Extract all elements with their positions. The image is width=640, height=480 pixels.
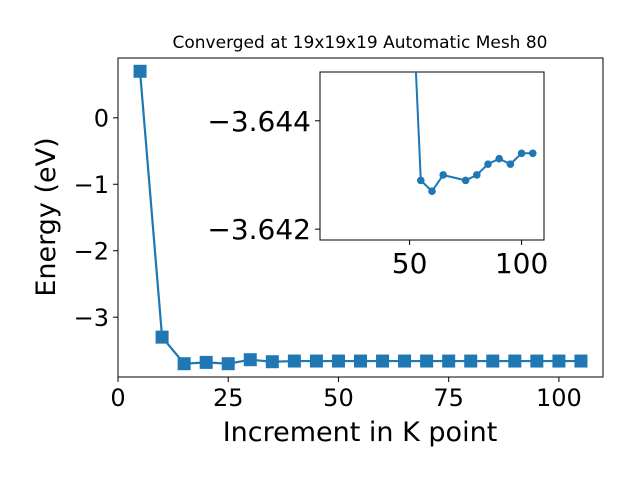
- x-axis-label: Increment in K point: [223, 417, 498, 448]
- main-y-tick-label: −2: [74, 237, 109, 265]
- main-data-point: [486, 354, 500, 368]
- main-data-point: [442, 354, 456, 368]
- chart-title: Converged at 19x19x19 Automatic Mesh 80: [173, 33, 548, 53]
- inset-data-point: [506, 160, 515, 168]
- main-x-tick-label: 100: [536, 384, 582, 412]
- inset-data-point: [495, 154, 504, 163]
- inset-data-point: [484, 160, 492, 168]
- main-data-point: [155, 330, 169, 344]
- main-data-point: [199, 355, 213, 369]
- inset-y-tick-label: −3.642: [207, 213, 311, 246]
- inset-y-tick-label: −3.644: [207, 105, 311, 138]
- main-data-point: [177, 357, 191, 371]
- inset-data-point: [417, 176, 425, 185]
- main-x-tick-label: 25: [213, 384, 244, 412]
- inset-data-point: [517, 149, 526, 158]
- main-x-tick-label: 0: [110, 384, 125, 412]
- inset-frame: [319, 71, 545, 241]
- inset-x-tick-label: 50: [392, 247, 428, 280]
- inset-data-point: [473, 171, 481, 179]
- main-data-point: [574, 354, 588, 368]
- main-data-point: [221, 357, 235, 371]
- main-data-point: [243, 353, 257, 367]
- main-y-tick-label: −1: [74, 171, 109, 199]
- inset-data-point: [529, 149, 537, 158]
- main-x-tick-label: 50: [323, 384, 354, 412]
- main-data-point: [464, 354, 478, 368]
- main-data-point: [398, 354, 412, 368]
- inset-x-tick-label: 100: [495, 247, 548, 280]
- main-y-tick-label: −3: [74, 304, 109, 332]
- main-x-tick-label: 75: [433, 384, 464, 412]
- main-data-point: [309, 354, 323, 368]
- inset-data-point: [439, 171, 448, 179]
- main-data-point: [530, 354, 544, 368]
- main-data-point: [331, 354, 345, 368]
- main-data-point: [376, 354, 390, 368]
- inset-plot: 50 100 −3.644 −3.642: [207, 71, 548, 280]
- main-data-point: [552, 354, 566, 368]
- main-data-point: [265, 355, 279, 369]
- main-data-point: [508, 354, 522, 368]
- main-data-point: [420, 354, 434, 368]
- main-data-point: [354, 354, 367, 368]
- main-data-point: [133, 64, 147, 78]
- main-data-point: [287, 354, 301, 368]
- inset-data-point: [461, 176, 470, 185]
- main-y-tick-label: 0: [94, 104, 109, 132]
- main-plot-area: [133, 64, 588, 371]
- inset-plot-area: [414, 72, 537, 196]
- inset-data-point: [428, 187, 436, 196]
- y-axis-label: Energy (eV): [31, 137, 62, 296]
